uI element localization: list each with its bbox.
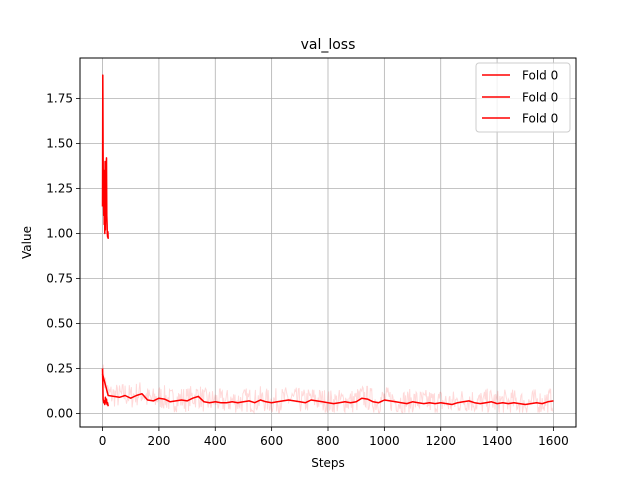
y-tick-label: 1.25 — [46, 182, 73, 196]
x-tick-label: 0 — [99, 434, 107, 448]
x-axis: 0 200 400 600 800 1000 1200 1400 1600 — [99, 427, 569, 448]
y-tick-label: 0.00 — [46, 407, 73, 421]
series-line-1 — [101, 74, 109, 239]
y-axis: 0.00 0.25 0.50 0.75 1.00 1.25 1.50 1.75 — [46, 92, 80, 421]
y-tick-label: 1.75 — [46, 92, 73, 106]
series-lines — [101, 74, 554, 407]
x-tick-label: 800 — [317, 434, 340, 448]
y-tick-label: 1.00 — [46, 227, 73, 241]
x-tick-label: 1600 — [538, 434, 569, 448]
y-axis-label: Value — [20, 226, 34, 259]
x-tick-label: 1400 — [482, 434, 513, 448]
series-line-3 — [101, 373, 554, 406]
legend-label-1: Fold 0 — [522, 69, 558, 83]
x-axis-label: Steps — [311, 456, 345, 470]
x-tick-label: 1000 — [369, 434, 400, 448]
x-tick-label: 600 — [260, 434, 283, 448]
y-tick-label: 0.50 — [46, 317, 73, 331]
series-line-2 — [101, 368, 109, 407]
x-tick-label: 1200 — [425, 434, 456, 448]
legend-label-2: Fold 0 — [522, 91, 558, 105]
legend: Fold 0 Fold 0 Fold 0 — [475, 62, 571, 133]
x-tick-label: 400 — [204, 434, 227, 448]
y-tick-label: 0.75 — [46, 272, 73, 286]
y-tick-label: 1.50 — [46, 137, 73, 151]
legend-box — [475, 62, 571, 133]
x-tick-label: 200 — [147, 434, 170, 448]
y-tick-label: 0.25 — [46, 362, 73, 376]
legend-label-3: Fold 0 — [522, 112, 558, 126]
chart-title: val_loss — [301, 37, 356, 53]
